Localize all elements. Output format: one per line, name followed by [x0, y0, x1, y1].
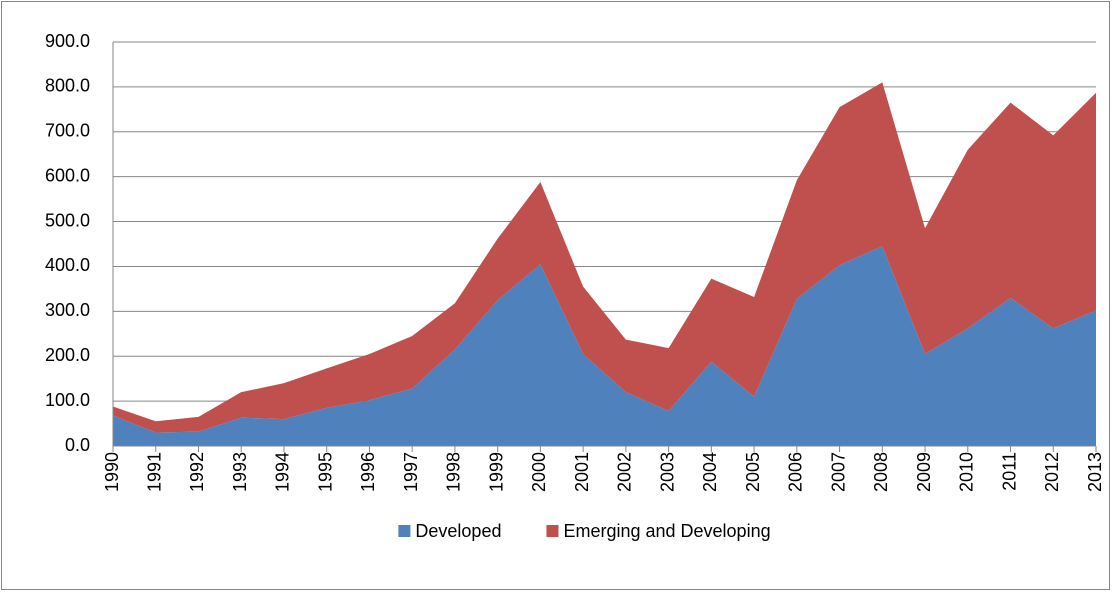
x-tick-label: 1996 [358, 452, 378, 492]
legend: Developed Emerging and Developing [398, 521, 771, 541]
x-tick-label: 1991 [144, 452, 164, 492]
x-tick-label: 1998 [444, 452, 464, 492]
legend-swatch [546, 525, 559, 537]
x-tick-label: 2012 [1042, 452, 1062, 492]
x-tick-label: 2011 [999, 452, 1019, 491]
area [113, 82, 1096, 433]
y-tick-label: 100.0 [45, 390, 90, 410]
x-tick-label: 2005 [743, 452, 763, 492]
y-tick-label: 800.0 [45, 76, 90, 96]
legend-label: Emerging and Developing [563, 521, 770, 541]
x-tick-label: 2009 [914, 452, 934, 492]
x-tick-label: 1990 [102, 452, 122, 492]
area [113, 246, 1096, 446]
x-tick-label: 2013 [1085, 452, 1105, 492]
x-tick-label: 2010 [957, 452, 977, 492]
legend-label: Developed [415, 521, 501, 541]
legend-swatch [398, 525, 411, 537]
x-tick-label: 2007 [828, 452, 848, 492]
y-tick-label: 400.0 [45, 255, 90, 275]
x-tick-label: 1997 [401, 452, 421, 492]
y-tick-label: 500.0 [45, 210, 90, 230]
y-tick-label: 0.0 [65, 435, 90, 455]
x-tick-label: 1995 [315, 452, 335, 492]
x-tick-label: 1999 [486, 452, 506, 492]
y-tick-label: 600.0 [45, 165, 90, 185]
x-tick-label: 2001 [572, 452, 592, 492]
x-tick-label: 2003 [657, 452, 677, 492]
y-tick-label: 300.0 [45, 300, 90, 320]
x-tick-label: 2006 [786, 452, 806, 492]
x-tick-label: 1994 [273, 452, 293, 492]
x-tick-label: 2008 [871, 452, 891, 492]
x-tick-label: 1992 [187, 452, 207, 492]
y-tick-label: 700.0 [45, 121, 90, 141]
x-tick-label: 2004 [700, 452, 720, 492]
y-tick-label: 900.0 [45, 31, 90, 51]
y-tick-label: 200.0 [45, 345, 90, 365]
x-tick-label: 1993 [230, 452, 250, 492]
x-tick-label: 2000 [529, 452, 549, 492]
x-tick-label: 2002 [615, 452, 635, 492]
